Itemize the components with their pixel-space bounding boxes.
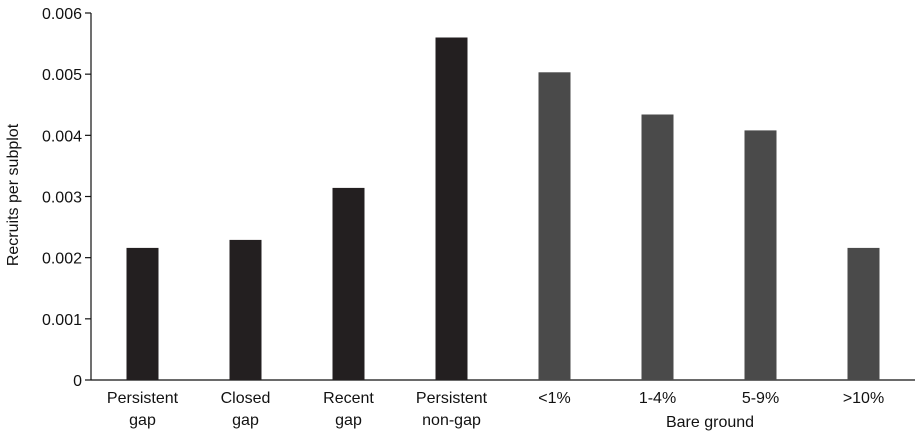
y-tick-label: 0.005 xyxy=(42,67,82,84)
y-tick-label: 0 xyxy=(73,373,82,390)
x-tick-label: >10% xyxy=(843,390,884,407)
x-tick-label: <1% xyxy=(538,390,570,407)
bar xyxy=(538,72,571,381)
y-tick-label: 0.006 xyxy=(42,6,82,23)
y-tick-label: 0.002 xyxy=(42,251,82,268)
bar xyxy=(126,247,159,380)
x-tick-label: non-gap xyxy=(422,412,481,429)
bar xyxy=(847,247,880,380)
y-tick-label: 0.001 xyxy=(42,312,82,329)
bar xyxy=(435,37,468,380)
x-tick-label: gap xyxy=(232,412,259,429)
x-tick-labels: Persistent gap Closed gap Recent gap Persisten… xyxy=(107,390,884,429)
x-tick-label: Closed xyxy=(221,390,271,407)
y-tick-label: 0.003 xyxy=(42,190,82,207)
bar xyxy=(744,130,777,380)
x-tick-label: 1-4% xyxy=(639,390,676,407)
group-label-bare-ground: Bare ground xyxy=(666,414,754,431)
x-tick-label: gap xyxy=(335,412,362,429)
x-tick-label: gap xyxy=(129,412,156,429)
x-tick-label: Recent xyxy=(323,390,374,407)
x-tick-label: 5-9% xyxy=(742,390,779,407)
x-tick-label: Persistent xyxy=(416,390,488,407)
bars xyxy=(126,37,880,381)
y-axis-title: Recruits per subplot xyxy=(5,123,22,266)
x-tick-label: Persistent xyxy=(107,390,179,407)
bar xyxy=(641,114,674,380)
bar xyxy=(332,187,365,380)
y-tick-label: 0.004 xyxy=(42,128,82,145)
bar xyxy=(229,239,262,380)
y-axis: 0 0.001 0.002 0.003 0.004 0.005 0.006 xyxy=(42,6,92,390)
